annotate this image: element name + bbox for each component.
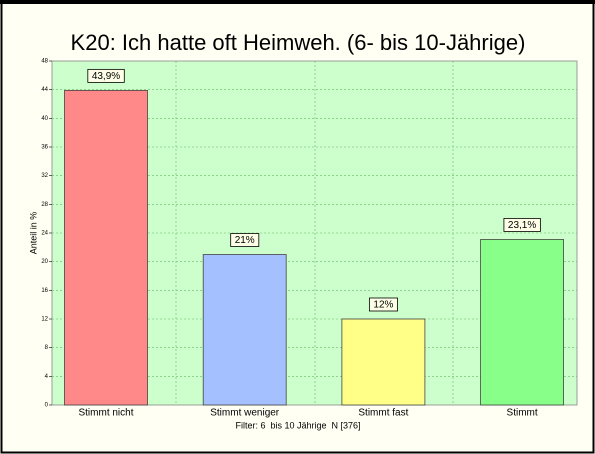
y-tick-label: 16 <box>41 288 48 294</box>
y-tick-label: 28 <box>41 202 48 208</box>
y-tick-label: 24 <box>41 231 48 237</box>
chart-title: K20: Ich hatte oft Heimweh. (6- bis 10-J… <box>71 30 526 55</box>
x-tick-label: Stimmt nicht <box>78 408 133 419</box>
y-tick-label: 8 <box>45 345 49 351</box>
footer: Filter: 6 bis 10 Jährige N [376] <box>235 420 360 430</box>
y-axis-label: Anteil in % <box>28 212 38 255</box>
y-tick-label: 4 <box>45 374 49 380</box>
value-label-box <box>368 297 398 312</box>
value-label-box <box>503 218 541 232</box>
x-tick-label: Stimmt weniger <box>210 408 280 419</box>
y-tick-label: 44 <box>41 87 48 93</box>
bar <box>64 89 148 406</box>
bar <box>341 318 426 406</box>
x-tick-label: Stimmt <box>507 408 538 419</box>
bar <box>202 254 287 406</box>
y-tick-label: 20 <box>41 259 48 265</box>
value-label: 23,1% <box>508 220 536 231</box>
value-label: 43,9% <box>92 71 120 82</box>
value-label-box <box>87 68 125 83</box>
x-tick-label: Stimmt fast <box>358 408 408 419</box>
value-label: 12% <box>373 300 393 311</box>
bar <box>480 239 565 406</box>
value-label: 21% <box>235 235 255 246</box>
y-tick-label: 0 <box>45 403 49 409</box>
y-tick-label: 12 <box>41 317 48 323</box>
y-tick-label: 36 <box>41 145 48 151</box>
y-tick-label: 48 <box>41 59 48 65</box>
value-label-box <box>230 233 260 247</box>
y-tick-label: 32 <box>41 173 48 179</box>
y-tick-label: 40 <box>41 116 48 122</box>
